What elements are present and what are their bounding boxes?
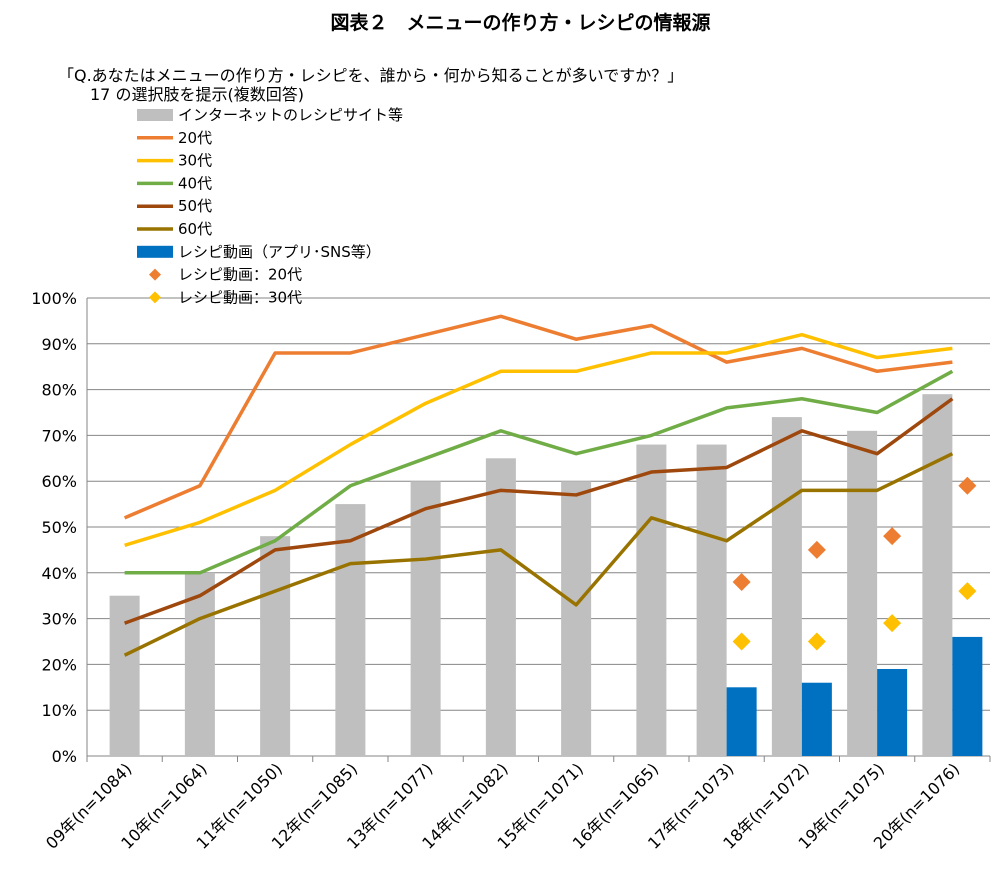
legend-item: 50代 bbox=[137, 197, 212, 215]
bar-internet-recipe-site bbox=[771, 417, 802, 756]
legend-label: 40代 bbox=[178, 174, 212, 192]
y-tick-label: 0% bbox=[52, 747, 77, 766]
legend-label: 60代 bbox=[178, 220, 212, 238]
legend-label: 20代 bbox=[178, 129, 212, 147]
bar-internet-recipe-site bbox=[184, 572, 215, 756]
legend-swatch bbox=[149, 291, 161, 304]
y-tick-label: 70% bbox=[41, 426, 77, 445]
legend-item: 40代 bbox=[137, 174, 212, 192]
line-series-30代 bbox=[124, 332, 953, 547]
legend-item: 30代 bbox=[137, 152, 212, 170]
legend-swatch bbox=[137, 245, 173, 258]
legend-item: レシピ動画（アプリ･SNS等） bbox=[137, 243, 381, 261]
legend-label: レシピ動画：20代 bbox=[178, 266, 302, 284]
bar-recipe-video bbox=[801, 682, 832, 756]
bar-internet-recipe-site bbox=[561, 481, 592, 756]
bar-internet-recipe-site bbox=[335, 504, 366, 756]
marker-レシピ動画：20代 bbox=[958, 476, 977, 495]
marker-レシピ動画：20代 bbox=[732, 572, 751, 591]
y-tick-label: 50% bbox=[41, 518, 77, 537]
bar-internet-recipe-site bbox=[485, 458, 516, 756]
bar-internet-recipe-site bbox=[410, 481, 441, 756]
marker-レシピ動画：30代 bbox=[883, 614, 902, 633]
legend-item: 20代 bbox=[137, 129, 212, 147]
y-tick-label: 80% bbox=[41, 381, 77, 400]
marker-レシピ動画：20代 bbox=[807, 540, 826, 559]
bar-internet-recipe-site bbox=[696, 444, 727, 756]
legend-item: レシピ動画：20代 bbox=[149, 266, 302, 284]
legend-item: 60代 bbox=[137, 220, 212, 238]
bar-recipe-video bbox=[952, 636, 983, 756]
legend-swatch bbox=[149, 268, 161, 281]
y-tick-label: 40% bbox=[41, 564, 77, 583]
bar-internet-recipe-site bbox=[847, 430, 878, 756]
bar-recipe-video bbox=[726, 687, 757, 756]
legend-item: インターネットのレシピサイト等 bbox=[137, 106, 403, 124]
marker-レシピ動画：30代 bbox=[807, 632, 826, 651]
legend-label: 30代 bbox=[178, 152, 212, 170]
legend-label: レシピ動画（アプリ･SNS等） bbox=[178, 243, 381, 261]
legend-label: 50代 bbox=[178, 197, 212, 215]
marker-レシピ動画：30代 bbox=[732, 632, 751, 651]
legend-item: レシピ動画：30代 bbox=[149, 288, 302, 306]
y-tick-label: 100% bbox=[31, 289, 77, 308]
marker-レシピ動画：30代 bbox=[958, 582, 977, 601]
y-tick-label: 60% bbox=[41, 472, 77, 491]
legend-label: インターネットのレシピサイト等 bbox=[178, 106, 403, 124]
line-series-60代 bbox=[123, 452, 954, 657]
y-tick-label: 20% bbox=[41, 655, 77, 674]
legend-label: レシピ動画：30代 bbox=[178, 288, 302, 306]
bar-recipe-video bbox=[877, 668, 908, 756]
line-series-40代 bbox=[124, 369, 954, 575]
line-series-20代 bbox=[123, 314, 953, 520]
y-tick-label: 90% bbox=[41, 335, 77, 354]
bar-internet-recipe-site bbox=[260, 536, 291, 756]
chart-subtitle: 「Q.あなたはメニューの作り方・レシピを、誰から・何から知ることが多いですか？」 bbox=[58, 66, 684, 85]
marker-レシピ動画：20代 bbox=[883, 527, 902, 546]
legend-swatch bbox=[137, 109, 173, 121]
y-tick-label: 10% bbox=[41, 701, 77, 720]
line-series-50代 bbox=[124, 397, 954, 625]
bar-internet-recipe-site bbox=[636, 444, 667, 756]
bar-internet-recipe-site bbox=[922, 394, 953, 756]
chart-note: 17 の選択肢を提示(複数回答) bbox=[90, 85, 304, 104]
chart-title: 図表２ メニューの作り方・レシピの情報源 bbox=[330, 12, 711, 34]
y-tick-label: 30% bbox=[41, 610, 77, 629]
